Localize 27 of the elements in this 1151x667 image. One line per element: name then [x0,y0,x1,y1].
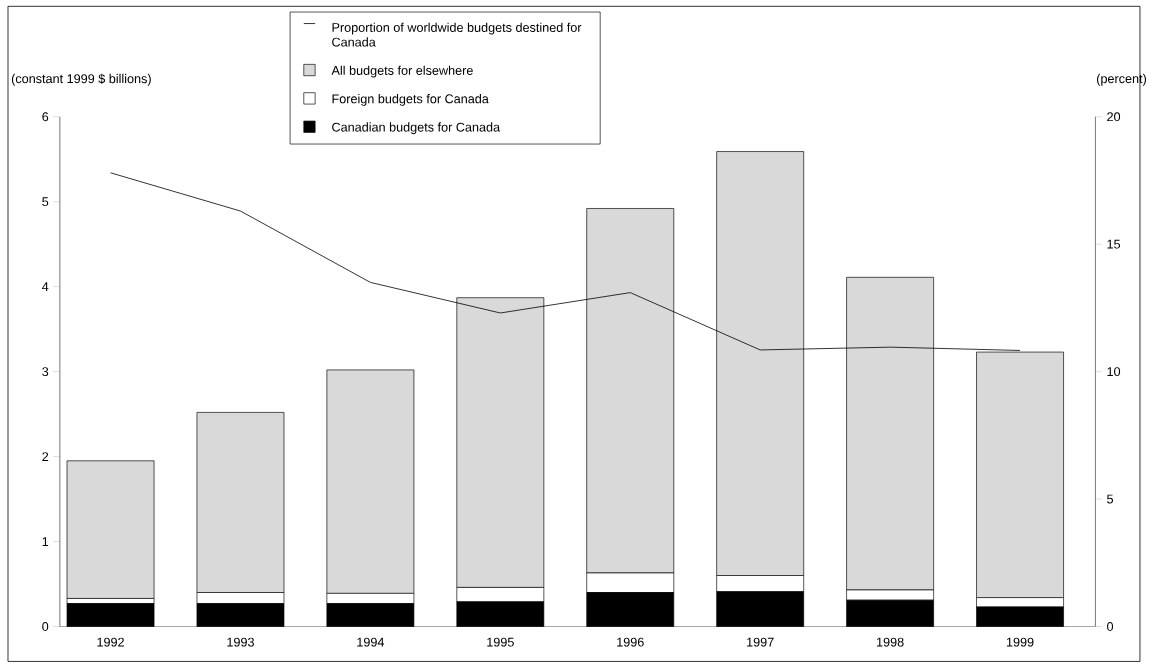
legend-label: All budgets for elsewhere [331,65,473,78]
y-tick-label: 2 [42,451,49,461]
y-tick-label: 6 [42,112,49,121]
x-tick-label: 1998 [877,637,904,647]
y2-axis-title: (percent) [1097,73,1146,86]
legend-label: Canadian budgets for Canada [332,122,501,134]
y2-tick-label: 10 [1107,366,1121,376]
y-tick-label: 1 [42,536,49,546]
x-tick-label: 1997 [747,637,774,647]
y-tick-label: 4 [42,282,49,291]
y-axis-title: (constant 1999 $ billions) [11,73,151,86]
x-tick-label: 1992 [97,637,124,647]
bar [66,460,155,599]
legend-label: Foreign budgets for Canada [332,93,489,106]
y-tick-label: 5 [42,197,49,206]
y2-tick-label: 5 [1107,494,1114,504]
x-tick-label: 1993 [227,637,254,647]
y-tick-label: 3 [42,366,49,376]
x-tick-label: 1995 [487,637,514,647]
y2-tick-label: 20 [1107,112,1121,121]
y-tick-label: 0 [42,621,49,631]
legend-label: Proportion of worldwide budgets destined for Canada [332,22,582,47]
y2-tick-label: 15 [1107,239,1121,249]
x-tick-label: 1999 [1006,637,1034,647]
y2-tick-label: 0 [1107,621,1114,631]
x-tick-label: 1996 [617,637,644,647]
x-tick-label: 1994 [357,637,385,647]
